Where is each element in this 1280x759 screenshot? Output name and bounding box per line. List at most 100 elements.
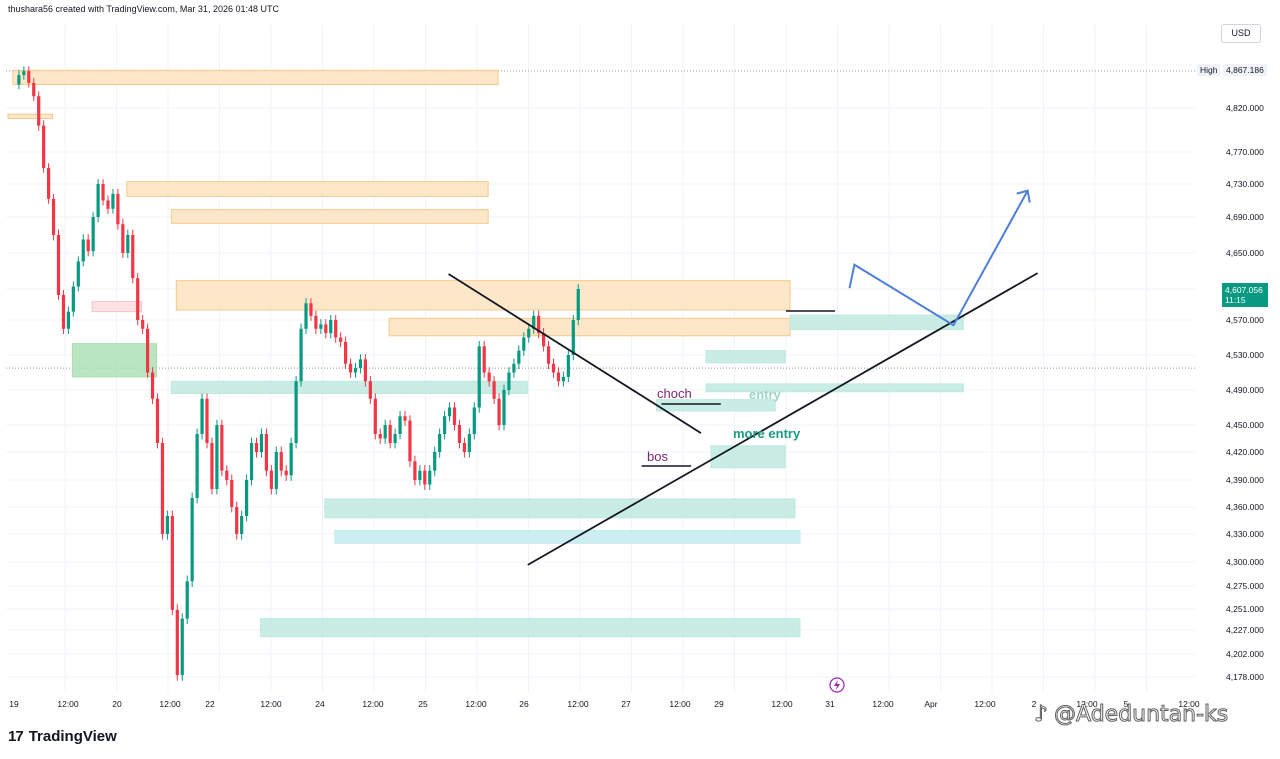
candle-body (447, 407, 452, 417)
time-axis: 19 12:00 20 12:00 22 12:00 24 12:00 25 12:00 26 12:… (9, 699, 1200, 709)
candle-body (358, 359, 363, 369)
candle-body (81, 239, 85, 262)
candle-body (304, 303, 308, 329)
candle-body (136, 278, 140, 320)
time-tick-label: 22 (205, 699, 215, 709)
candle-body (165, 516, 169, 534)
price-tick-label: 4,820.000 (1226, 103, 1264, 113)
alert-icon[interactable] (829, 677, 845, 693)
zone-demand-strong (71, 343, 157, 378)
price-tick-label: 4,330.000 (1226, 529, 1264, 539)
time-tick-label: 2 (1032, 699, 1037, 709)
candle-body (240, 516, 244, 534)
candle-body (71, 286, 75, 312)
candle-body (457, 425, 462, 443)
time-tick-label: 12:00 (872, 699, 894, 709)
candle-body (403, 416, 407, 421)
time-tick-label: 12:00 (362, 699, 384, 709)
candle-body (507, 372, 511, 390)
zone-demand (710, 445, 786, 469)
candle-body (225, 470, 229, 480)
price-tick-label: 4,227.000 (1226, 625, 1264, 635)
price-tick-label: 4,650.000 (1226, 248, 1264, 258)
candle-body (413, 461, 417, 480)
candle-body (348, 363, 353, 373)
candle-body (319, 324, 323, 329)
candle-body (502, 390, 506, 425)
price-tick-label: 4,450.000 (1226, 420, 1264, 430)
time-tick-label: 25 (418, 699, 428, 709)
candle-body (17, 75, 21, 85)
candle-body (264, 434, 268, 471)
candle-body (126, 235, 130, 253)
price-tick-label: 4,730.000 (1226, 179, 1264, 189)
candle-body (537, 315, 541, 334)
candle-body (205, 398, 209, 443)
zone-demand (170, 380, 529, 394)
time-tick-label: 31 (825, 699, 835, 709)
candle-body (155, 398, 160, 443)
candle-body (522, 337, 526, 351)
candle-body (116, 193, 120, 225)
price-tick-label: 4,275.000 (1226, 581, 1264, 591)
candle-body (170, 516, 174, 610)
candle-body (492, 381, 496, 399)
price-tick-label: 4,300.000 (1226, 557, 1264, 567)
time-tick-label: 26 (519, 699, 529, 709)
currency-selector[interactable]: USD (1221, 24, 1261, 43)
candle-body (200, 398, 204, 434)
candle-body (294, 381, 298, 443)
last-price-value: 4,607.056 (1225, 285, 1263, 295)
price-tick-label: 4,530.000 (1226, 350, 1264, 360)
candle-body (571, 320, 575, 355)
candle-body (363, 359, 367, 382)
candle-body (443, 416, 447, 434)
brand-name: TradingView (28, 728, 117, 745)
zone-supply (12, 69, 499, 85)
candle-body (472, 407, 476, 434)
price-tick-label: 4,770.000 (1226, 147, 1264, 157)
candle-body (497, 398, 501, 425)
candle-body (86, 239, 90, 252)
time-tick-label: 20 (112, 699, 122, 709)
candle-body (42, 125, 46, 168)
zone-supply (170, 209, 489, 224)
candle-body (150, 372, 155, 399)
candle-body (37, 96, 41, 126)
candle-body (61, 294, 66, 329)
time-tick-label: 12:00 (669, 699, 691, 709)
price-tick-label: 4,178.000 (1226, 672, 1264, 682)
time-tick-label: 12:00 (57, 699, 79, 709)
last-price-countdown: 11:15 (1225, 295, 1246, 305)
tradingview-brand[interactable]: 17 TradingView (8, 728, 117, 745)
more-entry-label: more entry (733, 426, 801, 441)
candle-body (433, 452, 437, 471)
candle-body (373, 398, 377, 434)
candles (17, 66, 580, 681)
time-tick-label: Apr (924, 699, 937, 709)
watermark: ♪ @Adeduntan-ks (1033, 702, 1228, 728)
zone-supply (126, 181, 489, 197)
candle-body (368, 381, 372, 399)
grid (6, 25, 1195, 693)
candle-body (101, 184, 105, 201)
candle-body (324, 324, 328, 334)
entry-label: entry (749, 387, 782, 402)
candle-body (131, 235, 135, 279)
high-value: 4,867.186 (1223, 64, 1267, 76)
time-tick-label: 27 (621, 699, 631, 709)
candle-body (388, 425, 392, 443)
candle-body (561, 376, 565, 382)
candle-body (180, 618, 184, 676)
time-tick-label: 12:00 (771, 699, 793, 709)
last-price-badge: 4,607.056 11:15 (1222, 283, 1268, 307)
candle-body (274, 452, 278, 489)
high-label: High (1197, 64, 1221, 76)
candle-body (284, 470, 288, 476)
candle-body (299, 328, 303, 382)
candle-body (467, 434, 471, 452)
candle-body (111, 193, 115, 209)
choch-label: choch (657, 386, 692, 401)
candle-body (438, 434, 442, 452)
